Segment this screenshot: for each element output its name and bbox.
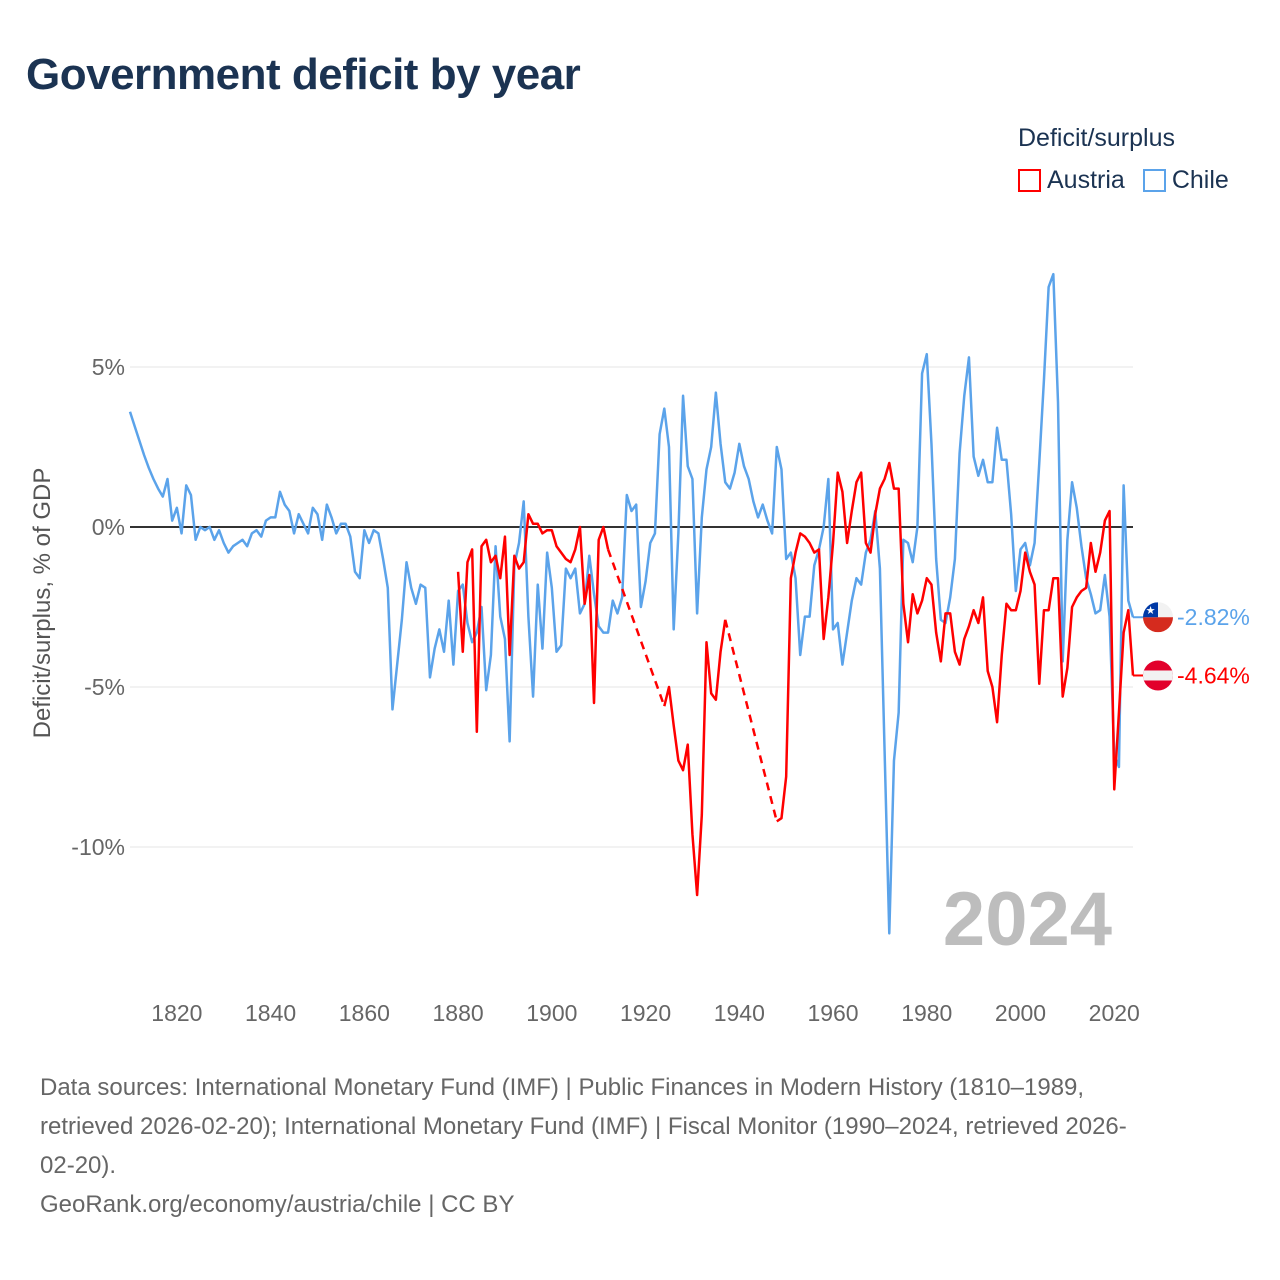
y-axis-label: Deficit/surplus, % of GDP [29,468,56,739]
x-tick-label: 1920 [620,1000,671,1026]
x-tick-label: 1960 [807,1000,858,1026]
x-tick-label: 1840 [245,1000,296,1026]
x-tick-label: 1900 [526,1000,577,1026]
x-tick-label: 1940 [714,1000,765,1026]
series-line-austria [456,512,610,734]
series-line-austria [663,619,727,897]
x-tick-label: 1880 [432,1000,483,1026]
legend-title: Deficit/surplus [1018,124,1175,152]
footer: Data sources: International Monetary Fun… [40,1068,1127,1224]
flag-red [1143,617,1173,633]
flag-body: ★ [1143,602,1173,633]
watermark-year: 2024 [943,877,1112,962]
legend-swatch-chile [1142,169,1166,192]
flag-chile-icon: ★ [1143,602,1173,633]
legend-swatch-austria [1018,169,1041,192]
end-label-austria: -4.64% [1177,662,1250,688]
end-label-chile: -2.82% [1177,604,1250,630]
y-tick-label: 5% [92,354,125,380]
footer-source-line-1: Data sources: International Monetary Fun… [40,1074,1085,1101]
flag-body [1143,660,1173,691]
x-tick-label: 1980 [901,1000,952,1026]
legend: Austria Chile [1018,166,1229,195]
legend-label-chile: Chile [1171,166,1229,194]
series-gap-austria [724,619,779,822]
x-tick-label: 1860 [339,1000,390,1026]
legend-item-austria[interactable]: Austria [1018,166,1125,195]
legend-label-austria: Austria [1047,166,1125,194]
footer-link[interactable]: GeoRank.org/economy/austria/chile | CC B… [40,1191,515,1218]
y-tick-label: 0% [92,514,125,540]
series-line-chile [128,272,1135,935]
flag-white [1143,670,1173,681]
flag-austria-icon [1143,660,1173,691]
footer-source-line-3: 02-20). [40,1152,117,1179]
chart-title: Government deficit by year [26,50,581,99]
x-tick-label: 2000 [995,1000,1046,1026]
x-tick-label: 2020 [1089,1000,1140,1026]
y-tick-label: -10% [71,834,125,860]
flag-star: ★ [1146,605,1156,617]
y-tick-label: -5% [84,674,125,700]
x-tick-label: 1820 [151,1000,202,1026]
series-gap-austria [606,548,666,707]
legend-item-chile[interactable]: Chile [1142,166,1229,195]
series-line-austria [776,461,1135,823]
footer-source-line-2: retrieved 2026-02-20); International Mon… [40,1113,1127,1140]
